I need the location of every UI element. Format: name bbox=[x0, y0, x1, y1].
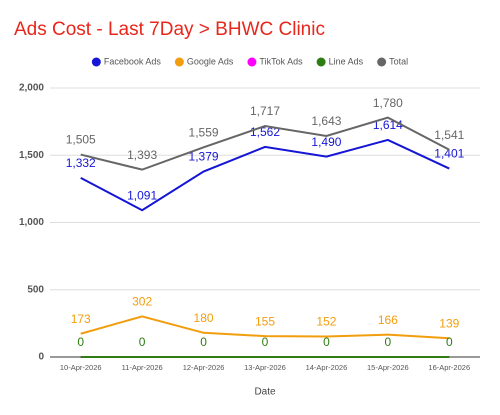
data-label: 1,332 bbox=[66, 156, 96, 170]
data-label: 1,643 bbox=[311, 114, 341, 128]
data-label: 0 bbox=[385, 335, 392, 349]
data-label: 0 bbox=[262, 335, 269, 349]
y-tick-label: 1,000 bbox=[19, 217, 44, 228]
x-tick-label: 16-Apr-2026 bbox=[428, 363, 470, 372]
data-label: 1,490 bbox=[311, 135, 341, 149]
legend-marker bbox=[91, 57, 101, 67]
data-label: 1,379 bbox=[189, 150, 219, 164]
data-label: 0 bbox=[139, 335, 146, 349]
x-axis-title: Date bbox=[254, 387, 276, 398]
legend-label: Line Ads bbox=[329, 56, 364, 66]
data-label: 1,780 bbox=[373, 96, 403, 110]
data-label: 180 bbox=[194, 311, 214, 325]
legend-marker bbox=[174, 57, 184, 67]
data-label: 155 bbox=[255, 314, 275, 328]
chart-title: Ads Cost - Last 7Day > BHWC Clinic bbox=[14, 19, 325, 40]
data-label: 1,559 bbox=[189, 125, 219, 139]
data-label: 1,393 bbox=[127, 148, 157, 162]
y-tick-label: 0 bbox=[38, 352, 44, 363]
data-label: 139 bbox=[439, 316, 459, 330]
legend-label: Facebook Ads bbox=[104, 56, 162, 66]
data-label: 0 bbox=[323, 335, 330, 349]
legend-label: Google Ads bbox=[187, 56, 234, 66]
legend-label: Total bbox=[389, 56, 408, 66]
x-tick-label: 14-Apr-2026 bbox=[306, 363, 348, 372]
data-label: 1,717 bbox=[250, 104, 280, 118]
data-label: 1,541 bbox=[434, 128, 464, 142]
legend-marker bbox=[247, 57, 257, 67]
data-label: 0 bbox=[200, 335, 207, 349]
data-label: 152 bbox=[316, 315, 336, 329]
x-tick-label: 15-Apr-2026 bbox=[367, 363, 409, 372]
data-label: 1,091 bbox=[127, 188, 157, 202]
legend-marker bbox=[316, 57, 326, 67]
data-label: 0 bbox=[77, 335, 84, 349]
data-label: 1,505 bbox=[66, 133, 96, 147]
legend-label: TikTok Ads bbox=[259, 56, 303, 66]
x-tick-label: 12-Apr-2026 bbox=[183, 363, 225, 372]
x-tick-label: 11-Apr-2026 bbox=[122, 363, 163, 372]
series-line bbox=[80, 138, 450, 212]
data-label: 173 bbox=[71, 312, 91, 326]
data-label: 1,401 bbox=[434, 147, 464, 161]
y-tick-label: 1,500 bbox=[19, 150, 44, 161]
data-label: 0 bbox=[446, 335, 453, 349]
series-line bbox=[80, 116, 450, 171]
legend-marker bbox=[377, 57, 387, 67]
series-line bbox=[80, 315, 450, 340]
data-label: 166 bbox=[378, 313, 398, 327]
data-label: 302 bbox=[132, 295, 152, 309]
y-tick-label: 2,000 bbox=[19, 83, 44, 94]
y-tick-label: 500 bbox=[27, 284, 44, 295]
x-tick-label: 13-Apr-2026 bbox=[244, 363, 286, 372]
x-tick-label: 10-Apr-2026 bbox=[60, 363, 102, 372]
